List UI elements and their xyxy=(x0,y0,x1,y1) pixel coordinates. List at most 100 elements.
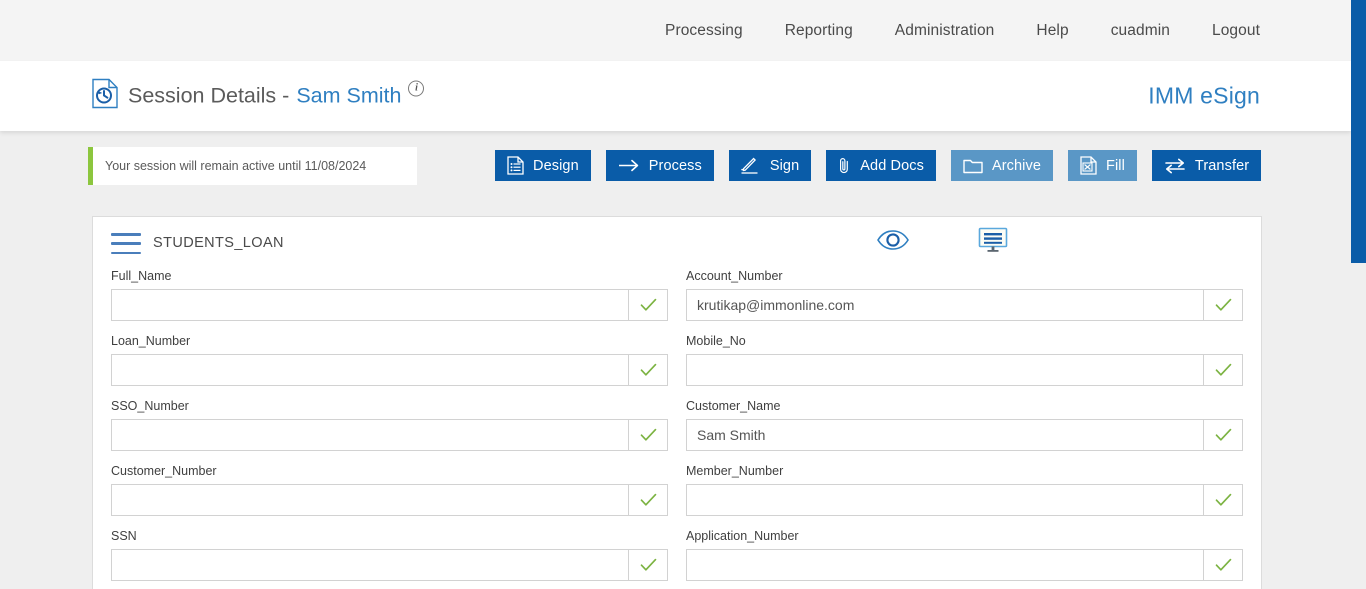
input-full_name[interactable] xyxy=(111,289,628,321)
field-label: Account_Number xyxy=(686,269,783,283)
form-field-mobile_no: Mobile_No xyxy=(677,334,1252,386)
eye-preview-icon[interactable] xyxy=(876,229,910,256)
pen-signature-icon xyxy=(741,156,761,175)
form-card: STUDENTS_LOAN Full_Name Acc xyxy=(92,216,1262,589)
toolbar-button-sign[interactable]: Sign xyxy=(728,150,812,181)
field-input-group xyxy=(111,354,668,386)
field-input-group xyxy=(111,419,668,451)
nav-administration[interactable]: Administration xyxy=(894,21,995,39)
nav-reporting[interactable]: Reporting xyxy=(784,21,853,39)
toolbar-button-transfer[interactable]: Transfer xyxy=(1151,150,1262,181)
toolbar-button-label: Add Docs xyxy=(860,157,924,174)
nav-help[interactable]: Help xyxy=(1036,21,1069,39)
toolbar-button-label: Sign xyxy=(769,157,800,174)
field-input-group xyxy=(686,289,1243,321)
form-card-actions xyxy=(876,227,1008,258)
checkmark-icon[interactable] xyxy=(1203,484,1243,516)
info-icon[interactable]: i xyxy=(408,80,425,97)
input-account_number[interactable] xyxy=(686,289,1203,321)
field-input-group xyxy=(111,549,668,581)
form-fields: Full_Name Account_Number Loan_Number Mobile… xyxy=(93,269,1261,589)
field-label: Customer_Number xyxy=(111,464,217,478)
spreadsheet-doc-icon xyxy=(1080,156,1097,175)
header-title-group: Session Details - Sam Smith i xyxy=(92,78,425,114)
page-title: Session Details - xyxy=(128,83,290,108)
form-field-account_number: Account_Number xyxy=(677,269,1252,321)
input-loan_number[interactable] xyxy=(111,354,628,386)
checkmark-icon[interactable] xyxy=(1203,549,1243,581)
page-scrollbar-track[interactable] xyxy=(1351,0,1366,589)
folder-icon xyxy=(963,156,983,175)
form-row: Loan_Number Mobile_No xyxy=(102,334,1252,399)
toolbar-button-design[interactable]: Design xyxy=(495,150,591,181)
field-label: Customer_Name xyxy=(686,399,781,413)
field-label: Mobile_No xyxy=(686,334,746,348)
toolbar-button-fill[interactable]: Fill xyxy=(1068,150,1137,181)
session-status-text: Your session will remain active until 11… xyxy=(105,159,367,173)
monitor-presentation-icon[interactable] xyxy=(978,227,1008,258)
toolbar-button-label: Fill xyxy=(1106,157,1125,174)
form-row: SSN Application_Number xyxy=(102,529,1252,589)
session-status-banner: Your session will remain active until 11… xyxy=(88,147,417,185)
form-row: SSO_Number Customer_Name xyxy=(102,399,1252,464)
field-input-group xyxy=(686,549,1243,581)
checkmark-icon[interactable] xyxy=(1203,289,1243,321)
field-label: Application_Number xyxy=(686,529,799,543)
field-label: Full_Name xyxy=(111,269,172,283)
field-label: Member_Number xyxy=(686,464,784,478)
form-field-ssn: SSN xyxy=(102,529,677,581)
form-field-full_name: Full_Name xyxy=(102,269,677,321)
form-row: Full_Name Account_Number xyxy=(102,269,1252,334)
field-input-group xyxy=(111,289,668,321)
checkmark-icon[interactable] xyxy=(1203,354,1243,386)
field-label: SSN xyxy=(111,529,137,543)
toolbar-button-process[interactable]: Process xyxy=(605,150,714,181)
form-field-member_number: Member_Number xyxy=(677,464,1252,516)
input-application_number[interactable] xyxy=(686,549,1203,581)
form-card-header: STUDENTS_LOAN xyxy=(93,217,1261,269)
form-card-title: STUDENTS_LOAN xyxy=(153,235,284,251)
input-ssn[interactable] xyxy=(111,549,628,581)
field-input-group xyxy=(686,484,1243,516)
nav-processing[interactable]: Processing xyxy=(665,21,743,39)
checkmark-icon[interactable] xyxy=(1203,419,1243,451)
top-navigation-bar: Processing Reporting Administration Help cua… xyxy=(0,0,1351,61)
field-input-group xyxy=(111,484,668,516)
input-customer_name[interactable] xyxy=(686,419,1203,451)
page-scrollbar-thumb[interactable] xyxy=(1351,0,1366,263)
form-field-sso_number: SSO_Number xyxy=(102,399,677,451)
input-sso_number[interactable] xyxy=(111,419,628,451)
page-header: Session Details - Sam Smith i IMM eSign xyxy=(0,61,1351,131)
toolbar-button-add-docs[interactable]: Add Docs xyxy=(826,150,936,181)
nav-cuadmin[interactable]: cuadmin xyxy=(1110,21,1170,39)
checkmark-icon[interactable] xyxy=(628,549,668,581)
document-list-icon xyxy=(507,156,524,175)
form-row: Customer_Number Member_Number xyxy=(102,464,1252,529)
toolbar-button-label: Process xyxy=(648,157,702,174)
toolbar-button-archive[interactable]: Archive xyxy=(950,150,1053,181)
brand-logo: IMM eSign xyxy=(1148,82,1260,109)
form-field-application_number: Application_Number xyxy=(677,529,1252,581)
transfer-arrows-icon xyxy=(1164,156,1186,175)
arrow-right-icon xyxy=(618,156,640,175)
form-field-customer_name: Customer_Name xyxy=(677,399,1252,451)
checkmark-icon[interactable] xyxy=(628,484,668,516)
session-owner-name[interactable]: Sam Smith xyxy=(296,83,402,108)
toolbar-button-label: Archive xyxy=(991,157,1041,174)
checkmark-icon[interactable] xyxy=(628,419,668,451)
action-strip: Your session will remain active until 11… xyxy=(0,131,1351,216)
input-mobile_no[interactable] xyxy=(686,354,1203,386)
nav-logout[interactable]: Logout xyxy=(1211,21,1260,39)
input-customer_number[interactable] xyxy=(111,484,628,516)
paperclip-icon xyxy=(838,156,851,175)
hamburger-menu-icon[interactable] xyxy=(111,233,141,254)
field-input-group xyxy=(686,419,1243,451)
checkmark-icon[interactable] xyxy=(628,289,668,321)
form-field-loan_number: Loan_Number xyxy=(102,334,677,386)
toolbar-button-label: Design xyxy=(533,157,579,174)
input-member_number[interactable] xyxy=(686,484,1203,516)
field-label: Loan_Number xyxy=(111,334,191,348)
checkmark-icon[interactable] xyxy=(628,354,668,386)
field-label: SSO_Number xyxy=(111,399,189,413)
toolbar-button-label: Transfer xyxy=(1194,157,1250,174)
